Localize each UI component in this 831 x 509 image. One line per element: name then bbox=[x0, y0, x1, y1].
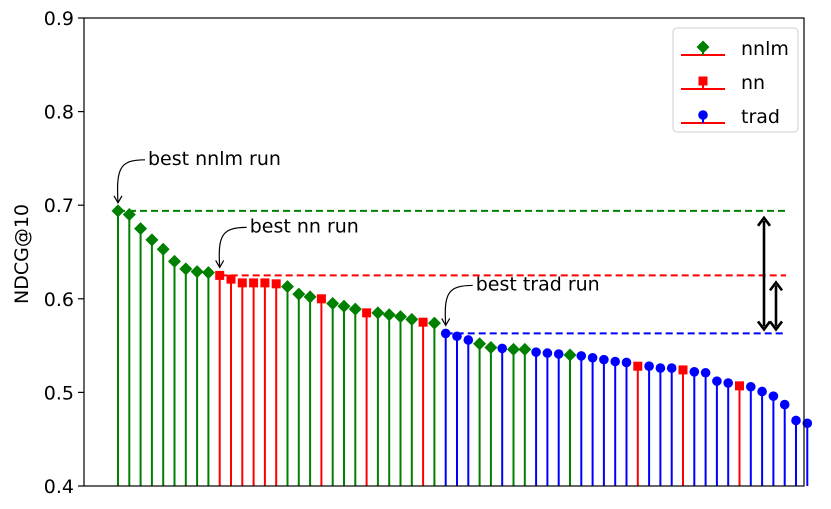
plot-frame bbox=[83, 17, 805, 487]
y-tick-label: 0.5 bbox=[44, 382, 74, 404]
marker-trad bbox=[463, 335, 474, 345]
y-tick-label: 0.4 bbox=[44, 476, 74, 498]
marker-trad bbox=[610, 356, 620, 367]
marker-trad bbox=[621, 357, 632, 368]
reference-lines-layer bbox=[118, 209, 786, 335]
marker-nn bbox=[260, 278, 270, 288]
marker-nn bbox=[215, 270, 225, 280]
marker-trad bbox=[644, 361, 654, 371]
y-axis: 0.4 0.5 0.6 0.7 0.8 0.9 bbox=[44, 8, 84, 498]
y-tick-label: 0.8 bbox=[44, 102, 74, 124]
marker-nn bbox=[633, 361, 643, 371]
legend-label-trad: trad bbox=[741, 106, 780, 128]
markers-layer bbox=[111, 204, 813, 429]
stems-layer bbox=[117, 210, 809, 486]
marker-nn bbox=[237, 278, 247, 288]
y-tick-label: 0.9 bbox=[44, 8, 74, 30]
marker-trad bbox=[746, 381, 756, 392]
y-tick-label: 0.7 bbox=[44, 195, 74, 217]
difference-arrow-head bbox=[768, 280, 784, 292]
marker-nnlm bbox=[281, 280, 294, 294]
marker-nnlm bbox=[484, 340, 498, 354]
annotation-arrow-head bbox=[441, 318, 451, 327]
marker-trad bbox=[531, 347, 541, 357]
marker-nn bbox=[226, 274, 236, 284]
annotation-arrow-head bbox=[113, 195, 123, 205]
marker-nn bbox=[678, 365, 688, 375]
marker-trad bbox=[542, 348, 553, 358]
marker-nnlm bbox=[337, 299, 351, 313]
marker-nnlm bbox=[145, 233, 159, 247]
marker-nnlm bbox=[394, 310, 407, 324]
marker-nnlm bbox=[134, 222, 148, 236]
marker-nnlm bbox=[292, 287, 306, 301]
difference-arrow-head bbox=[768, 320, 784, 332]
marker-trad bbox=[599, 354, 609, 365]
marker-nn bbox=[271, 279, 281, 289]
legend-marker-trad bbox=[698, 110, 708, 120]
marker-trad bbox=[666, 363, 677, 373]
marker-nn bbox=[735, 381, 744, 391]
annotation-arrow bbox=[116, 159, 146, 203]
marker-nnlm bbox=[201, 266, 215, 280]
marker-nnlm bbox=[405, 312, 419, 326]
marker-nn bbox=[316, 294, 326, 304]
marker-trad bbox=[440, 328, 451, 339]
difference-arrow-head bbox=[756, 215, 772, 227]
marker-nnlm bbox=[371, 306, 385, 320]
marker-nnlm bbox=[348, 302, 362, 316]
marker-nnlm bbox=[111, 204, 125, 218]
legend-label-nnlm: nnlm bbox=[741, 38, 789, 60]
y-axis-title: NDCG@10 bbox=[11, 204, 33, 304]
y-tick-label: 0.6 bbox=[44, 289, 74, 311]
legend: nnlm nn trad bbox=[672, 27, 799, 133]
marker-trad bbox=[553, 349, 564, 359]
difference-arrows-layer bbox=[756, 215, 784, 332]
annotation-label: best nnlm run bbox=[148, 148, 281, 170]
marker-nnlm bbox=[473, 337, 487, 351]
legend-marker-nnlm bbox=[696, 40, 710, 54]
marker-trad bbox=[712, 376, 722, 386]
marker-nn bbox=[418, 317, 428, 327]
marker-nn bbox=[362, 308, 372, 318]
annotation-label: best trad run bbox=[476, 273, 600, 295]
marker-trad bbox=[723, 378, 733, 388]
marker-nnlm bbox=[518, 342, 532, 356]
annotation-label: best nn run bbox=[250, 215, 359, 237]
marker-nnlm bbox=[326, 296, 340, 310]
marker-trad bbox=[802, 418, 813, 429]
marker-trad bbox=[576, 351, 587, 361]
marker-nnlm bbox=[179, 262, 193, 276]
marker-nnlm bbox=[563, 348, 577, 362]
marker-nnlm bbox=[156, 242, 170, 256]
legend-marker-nn bbox=[698, 76, 708, 86]
marker-nn bbox=[249, 278, 259, 288]
marker-trad bbox=[497, 343, 508, 354]
marker-nnlm bbox=[122, 208, 136, 222]
annotation-arrow bbox=[444, 284, 473, 326]
marker-trad bbox=[452, 331, 462, 342]
difference-arrow-head bbox=[756, 320, 772, 332]
marker-nnlm bbox=[427, 316, 441, 330]
legend-label-nn: nn bbox=[741, 72, 765, 94]
marker-trad bbox=[768, 391, 779, 401]
marker-nnlm bbox=[168, 254, 181, 268]
marker-nnlm bbox=[190, 265, 204, 279]
annotations-layer: best nnlm run best nn run best trad run bbox=[113, 148, 600, 327]
annotation-arrow bbox=[218, 226, 247, 268]
marker-trad bbox=[779, 399, 790, 410]
marker-trad bbox=[757, 386, 767, 397]
marker-nnlm bbox=[507, 342, 520, 356]
marker-nnlm bbox=[382, 308, 396, 322]
annotation-arrow-head bbox=[215, 260, 225, 269]
marker-trad bbox=[587, 352, 598, 363]
marker-trad bbox=[655, 363, 666, 373]
marker-trad bbox=[689, 367, 700, 377]
marker-nnlm bbox=[303, 290, 317, 304]
marker-trad bbox=[700, 367, 711, 378]
marker-trad bbox=[791, 415, 801, 426]
